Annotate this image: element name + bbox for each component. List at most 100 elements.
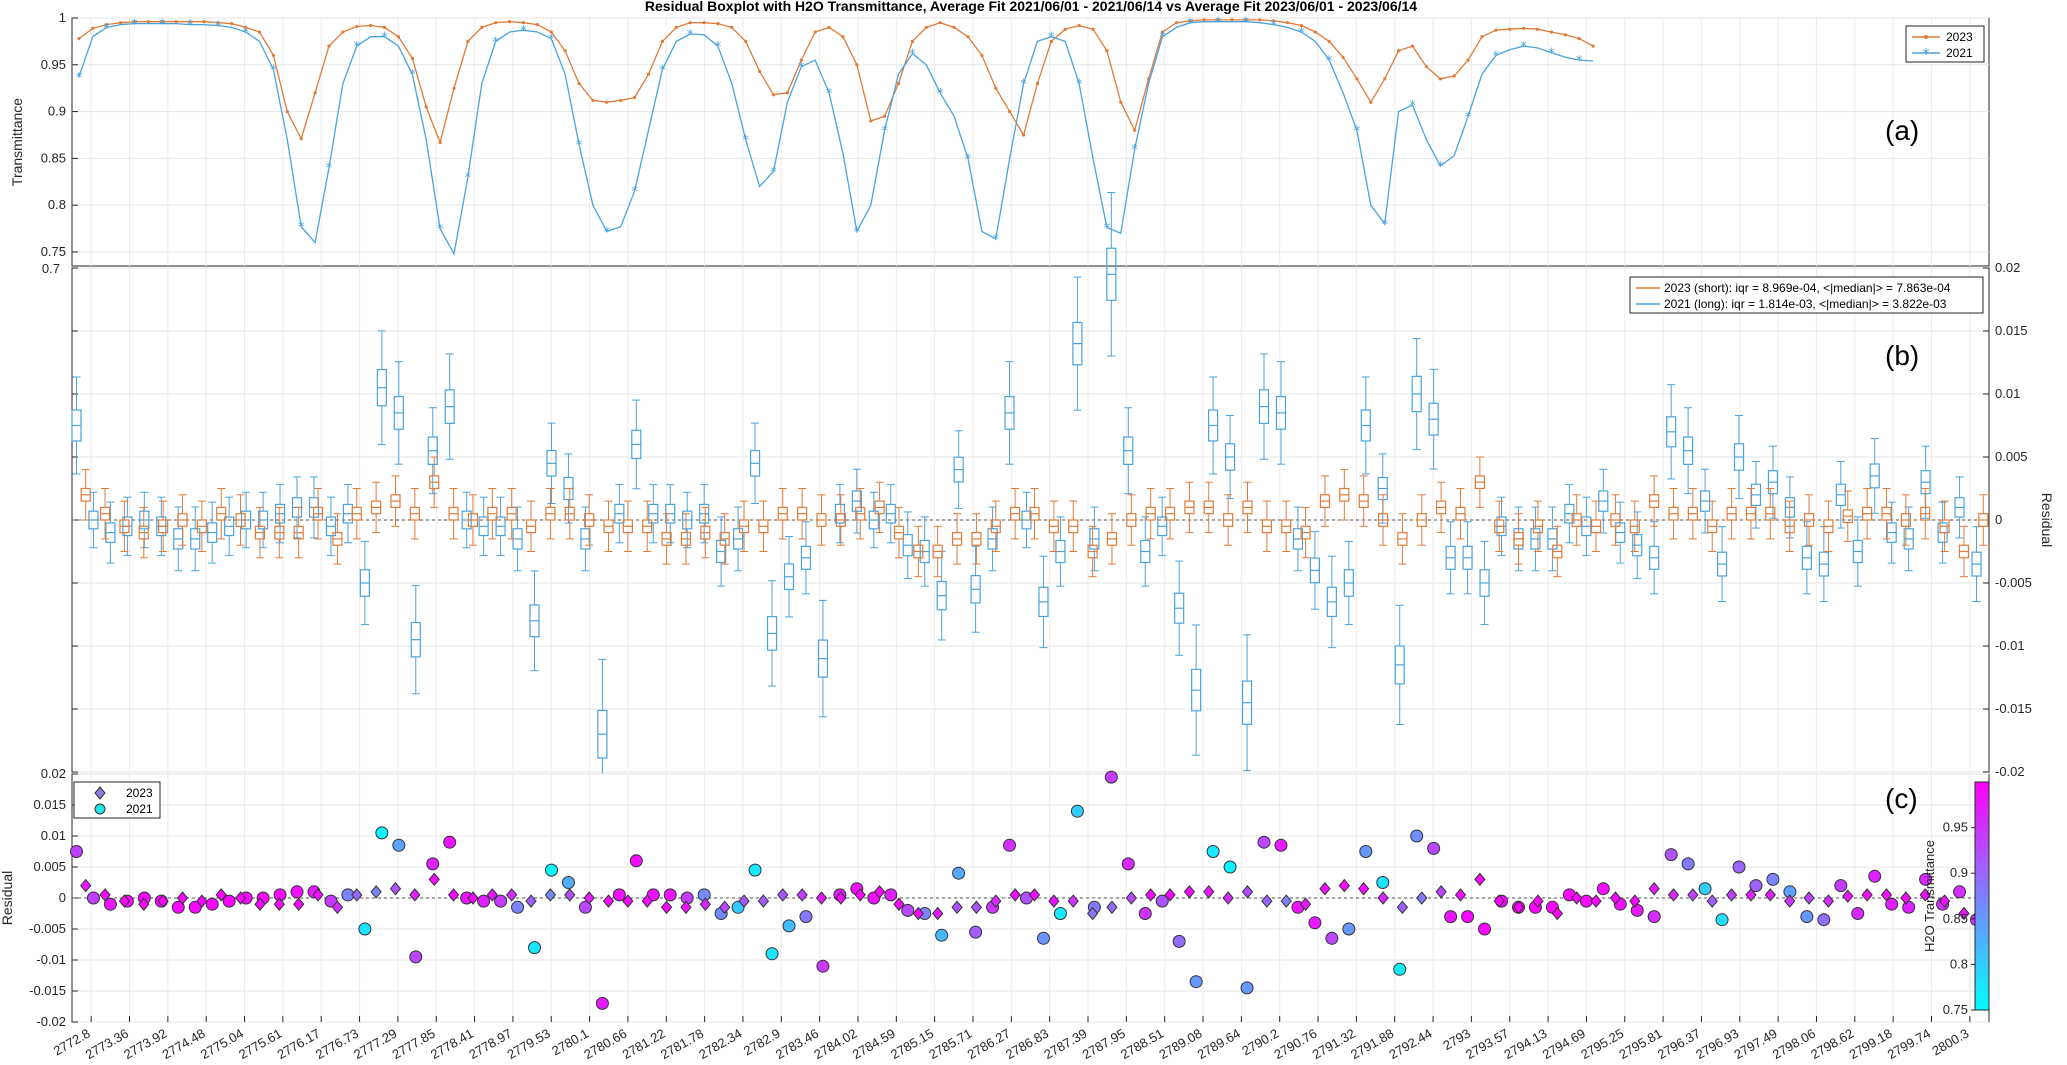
colorbar-tick: 0.95: [1943, 820, 1968, 835]
point-2021: [1308, 916, 1322, 930]
point-2023: [176, 891, 189, 905]
point-2023: [1861, 888, 1873, 902]
point-2023: [744, 39, 748, 43]
point-2023: [1355, 77, 1359, 81]
panel-label-c: (c): [1885, 783, 1918, 814]
point-2023: [1687, 888, 1699, 902]
point-2021: [1953, 885, 1967, 899]
point-2023: [1535, 27, 1540, 31]
point-2023: [1383, 77, 1387, 81]
point-2023: [549, 30, 553, 34]
left-tick-07: 0.7: [42, 261, 60, 276]
scatter-ylabel: Residual: [0, 871, 15, 925]
colorbar-label: H2O Transmittance: [1922, 840, 1937, 952]
point-2021: *: [1520, 40, 1527, 55]
series-2023: [77, 18, 1595, 145]
point-2021: *: [103, 21, 110, 36]
residual-ytick: -0.005: [1995, 575, 2032, 590]
point-2023: [1341, 55, 1345, 59]
transmittance-ytick: 0.8: [48, 197, 66, 212]
point-2023: [506, 888, 518, 902]
point-2023: [1067, 894, 1079, 908]
point-2023: [1105, 49, 1109, 53]
point-2023: [215, 888, 227, 902]
point-2023: [952, 25, 956, 29]
point-2021: [69, 845, 83, 858]
point-2023: [486, 888, 498, 902]
point-2023: [1452, 74, 1456, 78]
point-2021: *: [1187, 17, 1194, 32]
point-2023: [1183, 885, 1196, 899]
point-2021: [1138, 907, 1152, 920]
point-2023: [1609, 891, 1622, 905]
point-2023: [1258, 18, 1262, 22]
point-2023: [396, 35, 401, 39]
point-2023: [1571, 891, 1583, 905]
point-2023: [854, 888, 866, 902]
point-2021: *: [270, 63, 277, 78]
point-2023: [1424, 65, 1429, 69]
point-2023: [835, 891, 847, 905]
point-2021: [629, 854, 643, 868]
figure-title: Residual Boxplot with H2O Transmittance,…: [645, 0, 1417, 14]
point-2023: [1369, 100, 1373, 104]
point-2021: [494, 894, 508, 908]
point-2021: [1121, 857, 1135, 871]
point-2023: [1512, 900, 1525, 915]
point-2021: [443, 835, 457, 849]
point-2023: [1435, 885, 1447, 899]
point-2023: [605, 100, 609, 104]
scatter-ytick: 0: [59, 890, 66, 905]
point-2023: [466, 39, 470, 43]
point-2023: [494, 21, 498, 25]
point-2023: [641, 894, 653, 908]
point-2021: [1851, 907, 1865, 920]
point-2021: *: [492, 35, 499, 50]
point-2023: [1438, 77, 1442, 81]
point-2021: *: [326, 162, 333, 177]
point-2023: [796, 888, 808, 902]
point-2023: [896, 81, 901, 86]
point-2021: *: [548, 33, 555, 48]
point-2023: [688, 21, 692, 25]
point-2023: [938, 21, 942, 25]
point-2023: [660, 900, 673, 915]
point-2023: [1466, 58, 1470, 62]
point-2021: [1274, 838, 1288, 852]
scatter-ytick: -0.01: [36, 952, 66, 967]
point-2021: [935, 928, 949, 942]
point-2023: [312, 888, 324, 902]
point-2023: [924, 25, 928, 29]
point-2023: [234, 891, 247, 905]
point-2023: [196, 894, 208, 908]
point-2023: [409, 888, 421, 902]
residual-ytick: -0.01: [1995, 638, 2025, 653]
point-2021: [1053, 907, 1067, 920]
point-2021: *: [1215, 16, 1222, 31]
point-2021: [782, 919, 796, 933]
point-2021: [612, 888, 626, 902]
point-2023: [777, 888, 789, 902]
point-2023: [1803, 891, 1815, 905]
point-2023: [1842, 889, 1854, 903]
point-2023: [990, 894, 1002, 908]
residual-ytick: 0.02: [1995, 260, 2020, 275]
point-2023: [1299, 23, 1303, 28]
point-2023: [1271, 19, 1276, 23]
point-2023: [980, 53, 984, 58]
point-2023: [883, 114, 887, 118]
point-2021: [1223, 860, 1237, 874]
point-2021: [578, 900, 592, 914]
boxplot-legend-2021: 2021 (long): iqr = 1.814e-03, <|median|>…: [1664, 297, 1947, 311]
point-2023: [1494, 28, 1498, 32]
point-2023: [1480, 35, 1484, 39]
point-2021: *: [1159, 31, 1166, 46]
point-2023: [1319, 881, 1331, 896]
point-2021: [392, 838, 406, 852]
point-2021: *: [965, 152, 972, 167]
point-2023: [132, 20, 137, 24]
point-2023: [591, 98, 595, 102]
point-2023: [1313, 30, 1317, 34]
point-2021: [171, 900, 185, 914]
point-2023: [244, 25, 248, 29]
